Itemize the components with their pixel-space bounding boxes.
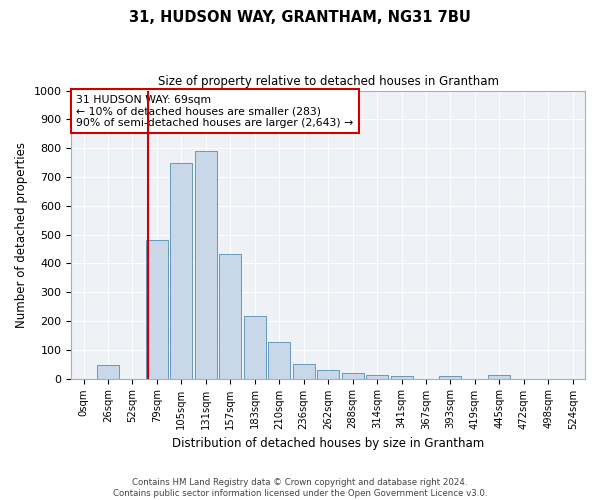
Bar — [293, 364, 314, 378]
Bar — [170, 163, 193, 378]
Title: Size of property relative to detached houses in Grantham: Size of property relative to detached ho… — [158, 75, 499, 88]
Bar — [341, 374, 364, 378]
Bar — [317, 370, 339, 378]
Text: Contains HM Land Registry data © Crown copyright and database right 2024.
Contai: Contains HM Land Registry data © Crown c… — [113, 478, 487, 498]
Bar — [268, 342, 290, 378]
Text: 31, HUDSON WAY, GRANTHAM, NG31 7BU: 31, HUDSON WAY, GRANTHAM, NG31 7BU — [129, 10, 471, 25]
Bar — [244, 316, 266, 378]
X-axis label: Distribution of detached houses by size in Grantham: Distribution of detached houses by size … — [172, 437, 484, 450]
Bar — [439, 376, 461, 378]
Bar — [219, 254, 241, 378]
Text: 31 HUDSON WAY: 69sqm
← 10% of detached houses are smaller (283)
90% of semi-deta: 31 HUDSON WAY: 69sqm ← 10% of detached h… — [76, 95, 353, 128]
Bar — [488, 375, 511, 378]
Bar — [146, 240, 168, 378]
Bar — [97, 366, 119, 378]
Bar — [391, 376, 413, 378]
Y-axis label: Number of detached properties: Number of detached properties — [15, 142, 28, 328]
Bar — [366, 375, 388, 378]
Bar — [195, 151, 217, 378]
